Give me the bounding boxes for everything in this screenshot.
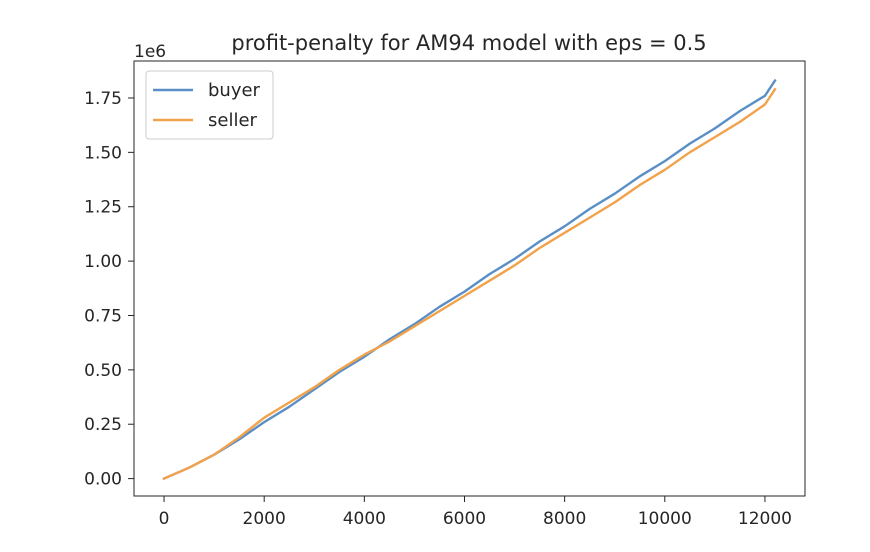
tick-layer: 0 2000 4000 6000 8000 10000 12000 0.00 0.25 0.50 0…	[84, 89, 792, 529]
series-line-seller	[162, 87, 777, 481]
legend-box	[145, 70, 274, 140]
axes-frame	[133, 60, 806, 497]
x-tick-label: 12000	[738, 509, 792, 529]
y-tick-label: 0.25	[84, 415, 122, 435]
x-tick-label: 0	[159, 509, 170, 529]
legend: buyer seller	[145, 70, 274, 140]
y-tick-label: 1.50	[84, 143, 122, 163]
series-line-buyer	[162, 78, 777, 481]
y-tick-label: 1.75	[84, 89, 122, 109]
y-tick-label: 0.50	[84, 361, 122, 381]
chart-title: profit-penalty for AM94 model with eps =…	[231, 31, 706, 55]
y-axis-offset-label: 1e6	[134, 42, 166, 62]
y-tick-label: 0.75	[84, 306, 122, 326]
y-tick-label: 1.00	[84, 252, 122, 272]
y-tick-label: 0.00	[84, 470, 122, 490]
legend-label-buyer: buyer	[208, 80, 261, 101]
x-tick-label: 10000	[638, 509, 692, 529]
x-tick-label: 6000	[443, 509, 486, 529]
legend-label-seller: seller	[208, 110, 258, 131]
series-layer	[162, 78, 777, 481]
x-tick-label: 8000	[543, 509, 586, 529]
x-tick-label: 2000	[243, 509, 286, 529]
y-tick-label: 1.25	[84, 198, 122, 218]
x-tick-label: 4000	[343, 509, 386, 529]
